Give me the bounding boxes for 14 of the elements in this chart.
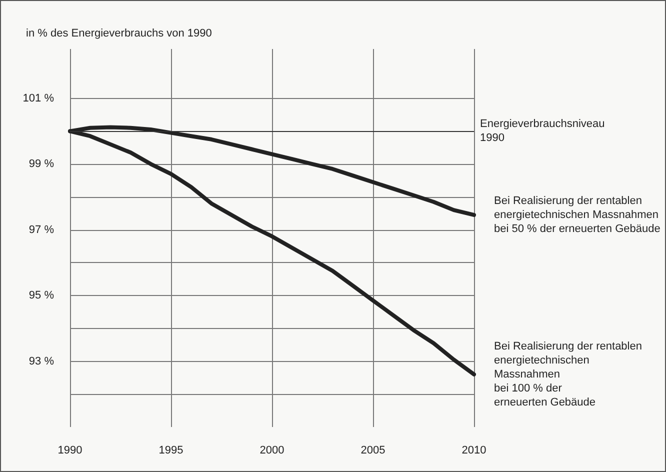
y-axis-title: in % des Energieverbrauchs von 1990 bbox=[26, 28, 212, 40]
x-tick-label: 2005 bbox=[360, 444, 386, 456]
y-tick-label: 97 % bbox=[28, 224, 54, 236]
series-label: Bei Realisierung der rentablen energietechnischen Massnahmen bei 50 % der erneuerten Gebäude bbox=[494, 194, 660, 235]
y-tick-label: 99 % bbox=[28, 158, 54, 170]
y-tick-label: 101 % bbox=[22, 92, 54, 104]
x-tick-label: 2000 bbox=[260, 444, 284, 456]
x-tick-label: 2010 bbox=[462, 444, 486, 456]
y-tick-label: 95 % bbox=[28, 290, 54, 302]
series-label: Bei Realisierung der rentablen energietechnischen Massnahmen bei 100 % der erneuerten Gebäude bbox=[494, 340, 642, 408]
x-tick-label: 1990 bbox=[58, 444, 82, 456]
x-tick-label: 1995 bbox=[158, 444, 184, 456]
y-tick-label: 93 % bbox=[28, 355, 54, 368]
ref-line-label: Energieverbrauchsniveau 1990 bbox=[480, 118, 605, 144]
